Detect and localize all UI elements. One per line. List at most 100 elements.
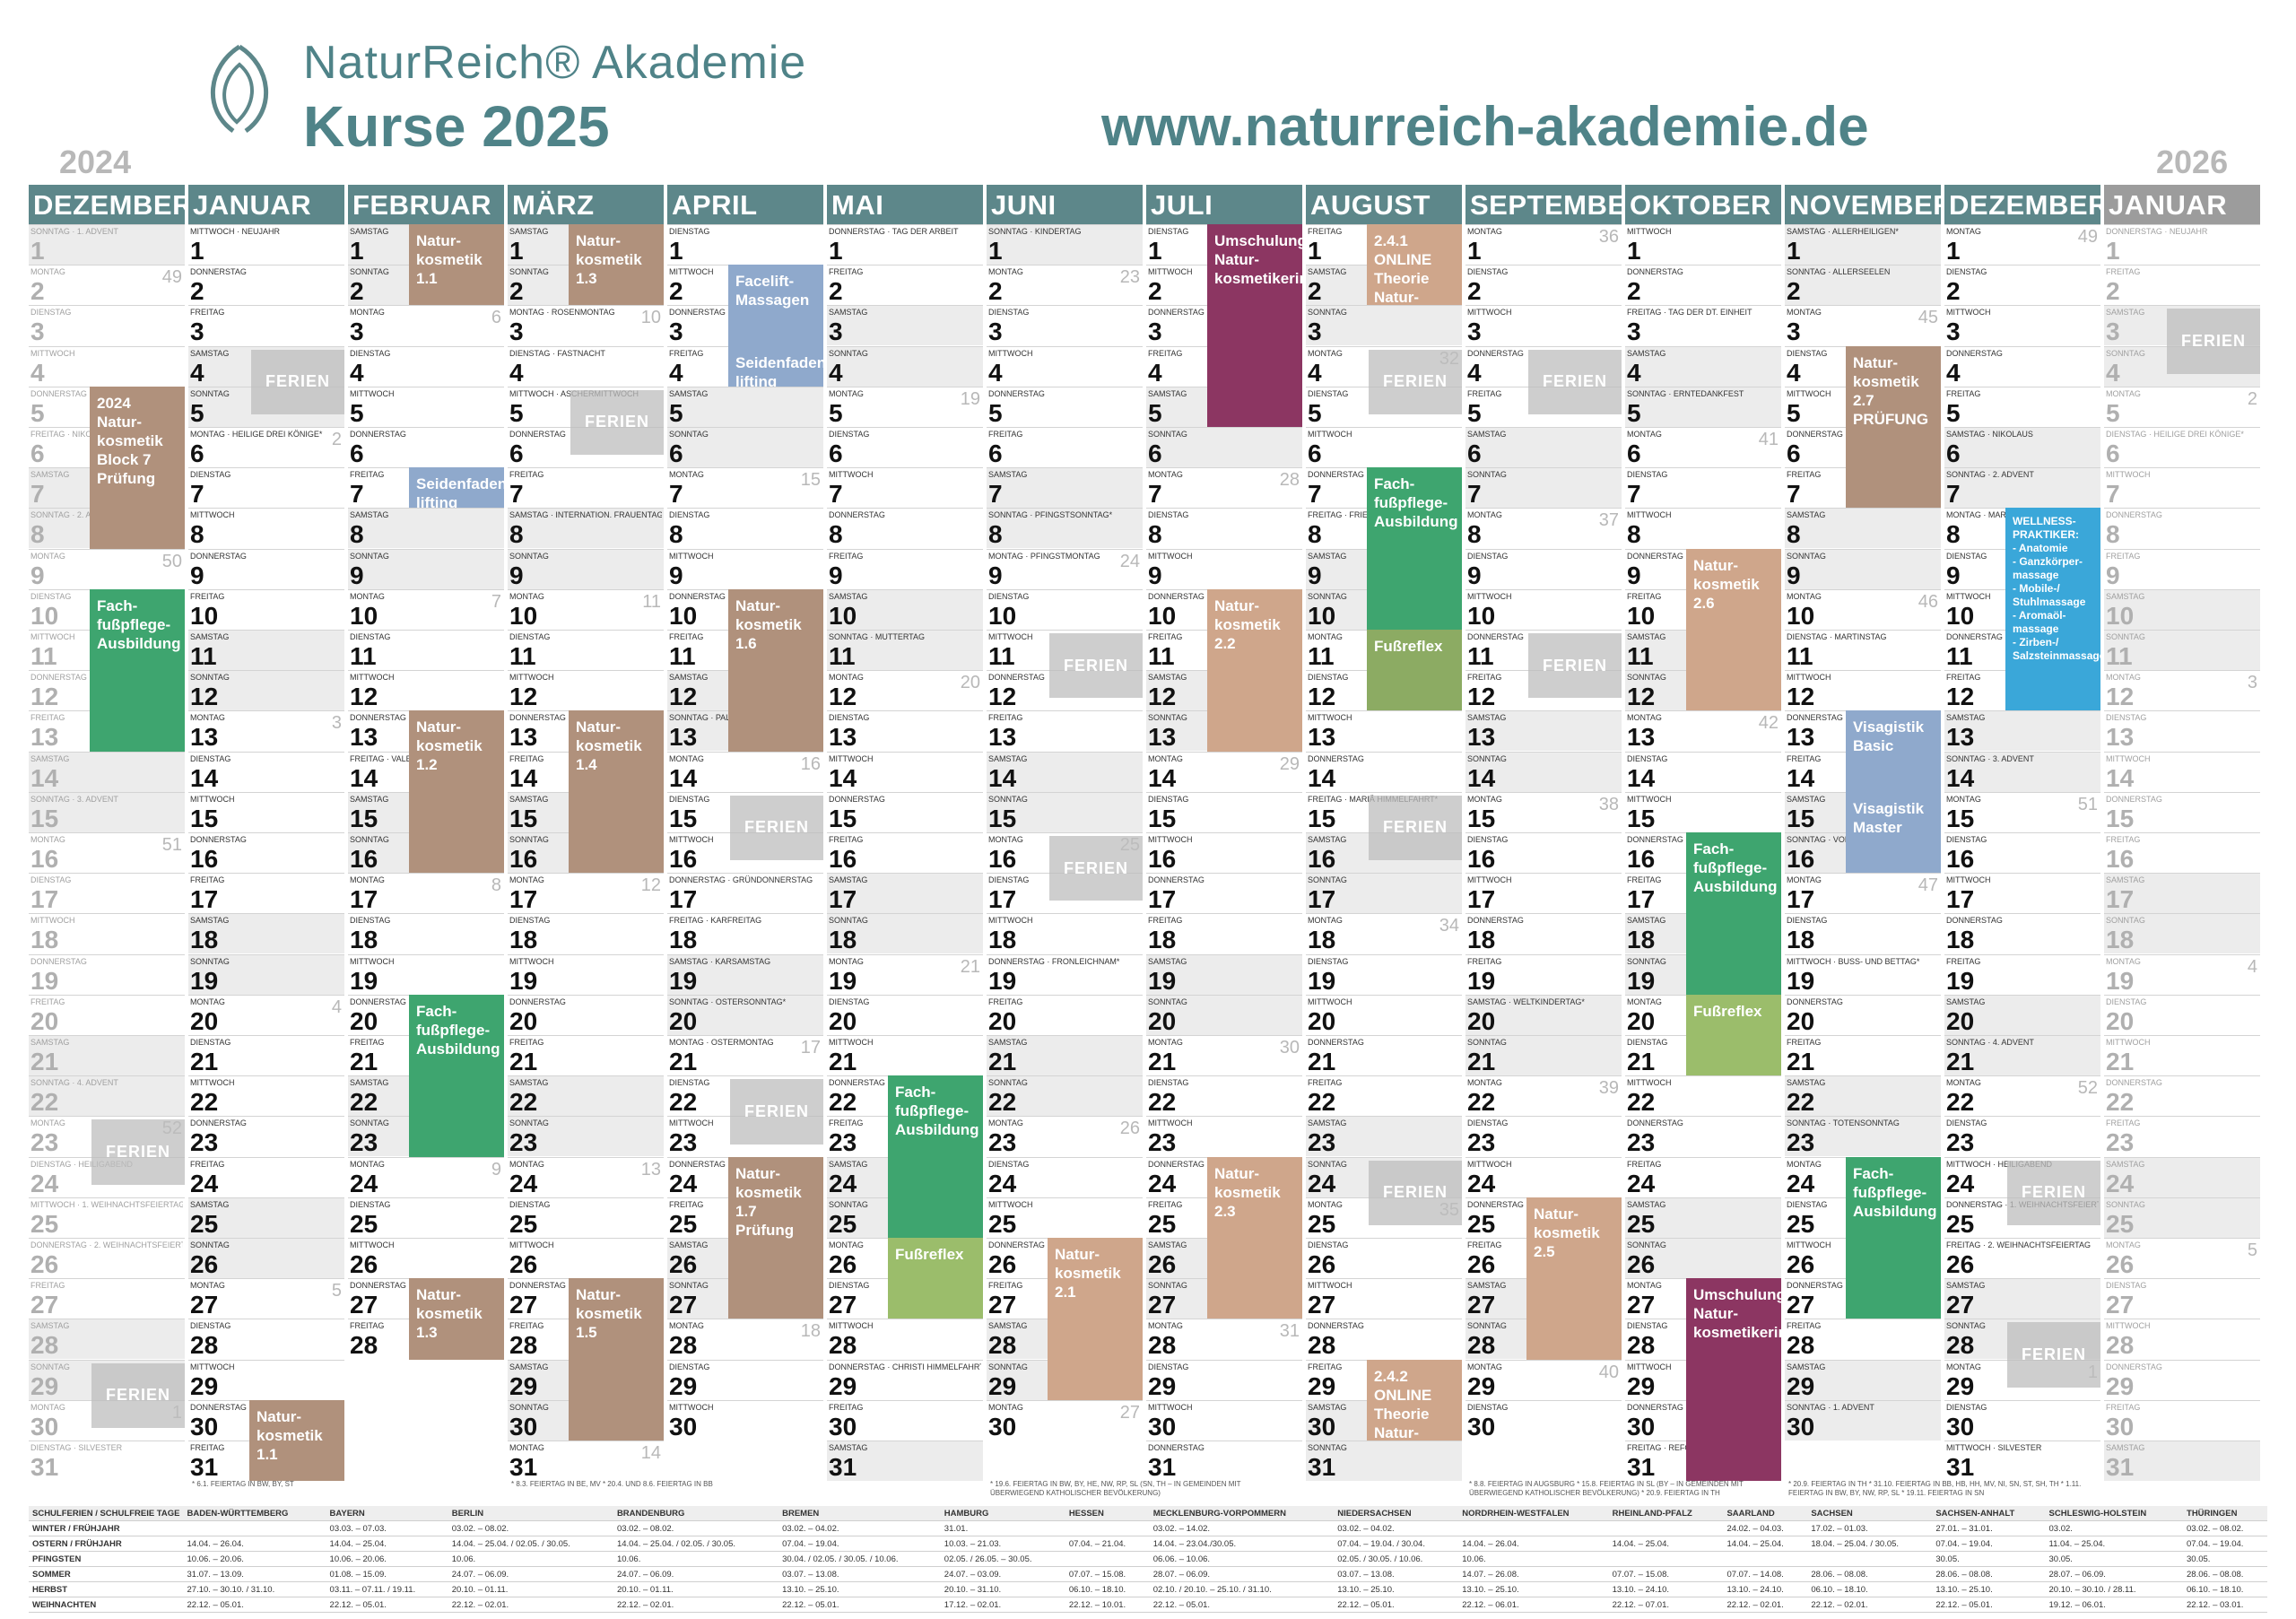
- day-cell[interactable]: SAMSTAG 4: [1625, 345, 1781, 387]
- day-cell[interactable]: MONTAG 7 15: [667, 467, 823, 509]
- day-cell[interactable]: SONNTAG 9: [1785, 548, 1941, 589]
- day-cell[interactable]: SONNTAG 4: [827, 345, 983, 387]
- day-cell[interactable]: SAMSTAG 10: [2104, 588, 2260, 630]
- day-cell[interactable]: DIENSTAG 23: [1465, 1116, 1622, 1157]
- day-cell[interactable]: MITTWOCH 9: [667, 548, 823, 589]
- day-cell[interactable]: DIENSTAG 10: [987, 588, 1143, 630]
- day-cell[interactable]: MITTWOCH 19: [348, 953, 504, 995]
- day-cell[interactable]: SONNTAG 12: [188, 670, 344, 711]
- day-cell[interactable]: FREITAG 9: [827, 548, 983, 589]
- day-cell[interactable]: SONNTAG 9: [348, 548, 504, 589]
- day-cell[interactable]: FREITAG 20: [29, 994, 185, 1035]
- day-cell[interactable]: MONTAG 10 7: [348, 588, 504, 630]
- day-cell[interactable]: DIENSTAG 4: [348, 345, 504, 387]
- day-cell[interactable]: SAMSTAG 29: [1785, 1359, 1941, 1400]
- day-cell[interactable]: FREITAG 6: [987, 427, 1143, 467]
- day-cell[interactable]: SAMSTAG 31: [2104, 1441, 2260, 1481]
- day-cell[interactable]: DIENSTAG 16: [1465, 832, 1622, 873]
- day-cell[interactable]: MITTWOCH 18: [987, 913, 1143, 954]
- day-cell[interactable]: DONNERSTAG · GRÜNDONNERSTAG 17: [667, 873, 823, 914]
- day-cell[interactable]: FREITAG 3: [188, 305, 344, 346]
- course-event[interactable]: Fach-fußpflege- Ausbildung: [1846, 1156, 1941, 1319]
- day-cell[interactable]: DONNERSTAG 18: [1944, 913, 2100, 954]
- day-cell[interactable]: SONNTAG · 2. ADVENT 7: [1944, 467, 2100, 509]
- day-cell[interactable]: DONNERSTAG 31: [1146, 1441, 1302, 1481]
- day-cell[interactable]: SAMSTAG 5: [667, 386, 823, 427]
- day-cell[interactable]: MONTAG · OSTERMONTAG 21 17: [667, 1035, 823, 1075]
- day-cell[interactable]: MITTWOCH 12: [1785, 670, 1941, 711]
- day-cell[interactable]: DONNERSTAG 23: [1625, 1116, 1781, 1157]
- course-event[interactable]: Seidenfaden-lifting: [728, 345, 823, 387]
- day-cell[interactable]: DIENSTAG 29: [667, 1359, 823, 1400]
- day-cell[interactable]: FREITAG 13: [987, 710, 1143, 752]
- course-event[interactable]: Fach-fußpflege- Ausbildung: [888, 1075, 983, 1238]
- day-cell[interactable]: SAMSTAG 14: [29, 751, 185, 792]
- day-cell[interactable]: FREITAG 2: [2104, 265, 2260, 306]
- day-cell[interactable]: MONTAG 19 4: [2104, 953, 2260, 995]
- day-cell[interactable]: MITTWOCH 3: [1944, 305, 2100, 346]
- day-cell[interactable]: DONNERSTAG 5: [987, 386, 1143, 427]
- day-cell[interactable]: DONNERSTAG 22: [2104, 1075, 2260, 1117]
- course-event[interactable]: Seidenfaden-lifting: [409, 467, 504, 509]
- day-cell[interactable]: MITTWOCH 21: [827, 1035, 983, 1075]
- day-cell[interactable]: MITTWOCH 14: [2104, 751, 2260, 792]
- day-cell[interactable]: SONNTAG 26: [188, 1238, 344, 1278]
- day-cell[interactable]: MITTWOCH 22: [188, 1075, 344, 1117]
- day-cell[interactable]: MITTWOCH 27: [1306, 1278, 1462, 1319]
- day-cell[interactable]: SONNTAG 23: [508, 1116, 664, 1157]
- day-cell[interactable]: MONTAG 3 6: [348, 305, 504, 346]
- day-cell[interactable]: MONTAG 13 3: [188, 710, 344, 752]
- day-cell[interactable]: FREITAG 16: [2104, 832, 2260, 873]
- day-cell[interactable]: FREITAG 21: [508, 1035, 664, 1075]
- course-event[interactable]: Natur-kosmetik 2.2: [1207, 588, 1302, 752]
- day-cell[interactable]: DIENSTAG 23: [1944, 1116, 2100, 1157]
- course-event[interactable]: Natur-kosmetik 1.3: [569, 224, 664, 306]
- day-cell[interactable]: DIENSTAG 9: [1465, 548, 1622, 589]
- day-cell[interactable]: MONTAG 31 14: [508, 1441, 664, 1481]
- day-cell[interactable]: SONNTAG 21: [1465, 1035, 1622, 1075]
- day-cell[interactable]: DONNERSTAG 8: [2104, 508, 2260, 549]
- day-cell[interactable]: SAMSTAG 14: [987, 751, 1143, 792]
- day-cell[interactable]: MITTWOCH 17: [1944, 873, 2100, 914]
- day-cell[interactable]: MONTAG 23 26: [987, 1116, 1143, 1157]
- day-cell[interactable]: MONTAG 16 51: [29, 832, 185, 873]
- day-cell[interactable]: SONNTAG · 1. ADVENT 30: [1785, 1399, 1941, 1441]
- day-cell[interactable]: MONTAG 14 16: [667, 751, 823, 792]
- day-cell[interactable]: MITTWOCH 15: [1625, 791, 1781, 832]
- day-cell[interactable]: MONTAG 17 47: [1785, 873, 1941, 914]
- day-cell[interactable]: DIENSTAG 25: [348, 1197, 504, 1238]
- course-event[interactable]: Visagistik Master: [1846, 791, 1941, 874]
- day-cell[interactable]: DONNERSTAG 20: [508, 994, 664, 1035]
- day-cell[interactable]: SAMSTAG 6: [1465, 427, 1622, 467]
- day-cell[interactable]: MONTAG 15 38: [1465, 791, 1622, 832]
- course-event[interactable]: Natur-kosmetik 1.3: [409, 1278, 504, 1360]
- day-cell[interactable]: FREITAG 30: [827, 1399, 983, 1441]
- day-cell[interactable]: DONNERSTAG · TAG DER ARBEIT 1: [827, 224, 983, 265]
- day-cell[interactable]: SONNTAG 26: [1625, 1238, 1781, 1278]
- day-cell[interactable]: MONTAG 12 20: [827, 670, 983, 711]
- day-cell[interactable]: DIENSTAG 11: [508, 630, 664, 670]
- day-cell[interactable]: MONTAG 1 36: [1465, 224, 1622, 265]
- course-event[interactable]: Natur-kosmetik 1.5: [569, 1278, 664, 1441]
- day-cell[interactable]: DIENSTAG 20: [2104, 994, 2260, 1035]
- day-cell[interactable]: SONNTAG 3: [1306, 305, 1462, 346]
- day-cell[interactable]: SAMSTAG · WELTKINDERTAG* 20: [1465, 994, 1622, 1035]
- day-cell[interactable]: MITTWOCH 21: [2104, 1035, 2260, 1075]
- day-cell[interactable]: FREITAG 22: [1306, 1075, 1462, 1117]
- day-cell[interactable]: FREITAG 9: [2104, 548, 2260, 589]
- day-cell[interactable]: DIENSTAG · HEILIGE DREI KÖNIGE* 6: [2104, 427, 2260, 467]
- day-cell[interactable]: DIENSTAG 30: [1465, 1399, 1622, 1441]
- day-cell[interactable]: MITTWOCH 14: [827, 751, 983, 792]
- day-cell[interactable]: DONNERSTAG 9: [188, 548, 344, 589]
- day-cell[interactable]: DIENSTAG 24: [987, 1156, 1143, 1197]
- day-cell[interactable]: SAMSTAG · ALLERHEILIGEN* 1: [1785, 224, 1941, 265]
- day-cell[interactable]: MITTWOCH 13: [1306, 710, 1462, 752]
- day-cell[interactable]: FREITAG · 2. WEIHNACHTSFEIERTAG 26: [1944, 1238, 2100, 1278]
- day-cell[interactable]: SAMSTAG 31: [827, 1441, 983, 1481]
- day-cell[interactable]: MITTWOCH · SILVESTER 31: [1944, 1441, 2100, 1481]
- day-cell[interactable]: SONNTAG · OSTERSONNTAG* 20: [667, 994, 823, 1035]
- day-cell[interactable]: FREITAG 19: [1465, 953, 1622, 995]
- day-cell[interactable]: SONNTAG 22: [987, 1075, 1143, 1117]
- day-cell[interactable]: DIENSTAG 27: [2104, 1278, 2260, 1319]
